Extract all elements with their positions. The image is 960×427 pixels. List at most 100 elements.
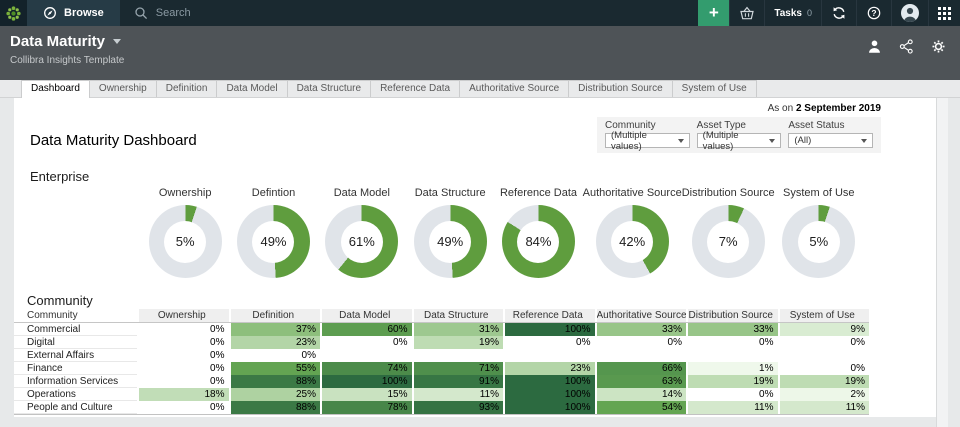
cell-operations-data-model[interactable]: 15%: [322, 388, 412, 401]
donut-chart-reference-data[interactable]: 84%: [501, 205, 575, 278]
row-label-external-affairs[interactable]: External Affairs: [14, 349, 137, 362]
tab-distribution-source[interactable]: Distribution Source: [568, 80, 673, 97]
cell-finance-distribution-source[interactable]: 1%: [688, 362, 778, 375]
activities-button[interactable]: [821, 0, 856, 26]
column-header-data-model[interactable]: Data Model: [322, 309, 412, 322]
column-header-distribution-source[interactable]: Distribution Source: [688, 309, 778, 322]
cell-commercial-reference-data[interactable]: 100%: [505, 323, 595, 336]
vertical-scrollbar[interactable]: [936, 98, 948, 427]
column-header-ownership[interactable]: Ownership: [139, 309, 229, 322]
cell-information-services-definition[interactable]: 88%: [230, 375, 320, 388]
cell-digital-system-of-use[interactable]: 0%: [779, 336, 869, 349]
donut-chart-data-model[interactable]: 61%: [325, 205, 399, 278]
column-header-authoritative-source[interactable]: Authoritative Source: [596, 309, 686, 322]
tab-ownership[interactable]: Ownership: [88, 80, 157, 97]
cell-external-affairs-reference-data[interactable]: [505, 349, 595, 362]
row-label-operations[interactable]: Operations: [14, 388, 137, 401]
cell-operations-distribution-source[interactable]: 0%: [688, 388, 778, 401]
tab-dashboard[interactable]: Dashboard: [21, 80, 90, 98]
cell-commercial-definition[interactable]: 37%: [230, 323, 320, 336]
column-header-definition[interactable]: Definition: [230, 309, 320, 322]
browse-button[interactable]: Browse: [27, 0, 120, 26]
tab-authoritative-source[interactable]: Authoritative Source: [459, 80, 570, 97]
column-header-system-of-use[interactable]: System of Use: [779, 309, 869, 322]
row-label-people-and-culture[interactable]: People and Culture: [14, 401, 137, 414]
cell-external-affairs-definition[interactable]: 0%: [230, 349, 320, 362]
cell-commercial-data-structure[interactable]: 31%: [413, 323, 503, 336]
row-label-digital[interactable]: Digital: [14, 336, 137, 349]
cell-people-and-culture-authoritative-source[interactable]: 54%: [596, 401, 686, 414]
donut-chart-ownership[interactable]: 5%: [148, 205, 222, 278]
cell-commercial-authoritative-source[interactable]: 33%: [596, 323, 686, 336]
cell-finance-system-of-use[interactable]: 0%: [779, 362, 869, 375]
cell-finance-definition[interactable]: 55%: [230, 362, 320, 375]
filter-select-asset-type[interactable]: (Multiple values): [696, 130, 782, 152]
cell-external-affairs-data-model[interactable]: [322, 349, 412, 362]
cell-commercial-system-of-use[interactable]: 9%: [779, 323, 869, 336]
collibra-logo[interactable]: [0, 0, 27, 26]
cell-commercial-distribution-source[interactable]: 33%: [688, 323, 778, 336]
basket-button[interactable]: [729, 0, 764, 26]
tab-reference-data[interactable]: Reference Data: [370, 80, 461, 97]
cell-people-and-culture-distribution-source[interactable]: 11%: [688, 401, 778, 414]
cell-digital-authoritative-source[interactable]: 0%: [596, 336, 686, 349]
cell-external-affairs-ownership[interactable]: 0%: [139, 349, 229, 362]
cell-digital-distribution-source[interactable]: 0%: [688, 336, 778, 349]
cell-finance-ownership[interactable]: 0%: [139, 362, 229, 375]
row-label-commercial[interactable]: Commercial: [14, 323, 137, 336]
cell-information-services-system-of-use[interactable]: 19%: [779, 375, 869, 388]
cell-people-and-culture-ownership[interactable]: 0%: [139, 401, 229, 414]
add-button[interactable]: +: [698, 0, 730, 26]
tab-data-model[interactable]: Data Model: [216, 80, 288, 97]
cell-operations-system-of-use[interactable]: 2%: [779, 388, 869, 401]
cell-digital-definition[interactable]: 23%: [230, 336, 320, 349]
share-button[interactable]: [899, 39, 914, 54]
cell-digital-data-model[interactable]: 0%: [322, 336, 412, 349]
cell-external-affairs-data-structure[interactable]: [414, 349, 504, 362]
apps-button[interactable]: [928, 0, 960, 26]
tab-system-of-use[interactable]: System of Use: [671, 80, 757, 97]
filter-select-community[interactable]: (Multiple values): [605, 130, 690, 152]
donut-chart-system-of-use[interactable]: 5%: [782, 205, 856, 278]
row-label-information-services[interactable]: Information Services: [14, 375, 137, 388]
filter-select-asset-status[interactable]: (All): [788, 133, 874, 148]
cell-external-affairs-system-of-use[interactable]: [780, 349, 870, 362]
user-menu-button[interactable]: [891, 0, 928, 26]
cell-finance-reference-data[interactable]: 23%: [505, 362, 595, 375]
cell-operations-authoritative-source[interactable]: 14%: [596, 388, 686, 401]
row-label-finance[interactable]: Finance: [14, 362, 137, 375]
donut-chart-authoritative-source[interactable]: 42%: [595, 205, 669, 278]
cell-external-affairs-authoritative-source[interactable]: [597, 349, 687, 362]
donut-chart-distribution-source[interactable]: 7%: [691, 205, 765, 278]
cell-people-and-culture-data-structure[interactable]: 93%: [413, 401, 503, 414]
help-button[interactable]: ?: [856, 0, 891, 26]
cell-commercial-data-model[interactable]: 60%: [322, 323, 412, 336]
cell-finance-data-structure[interactable]: 71%: [413, 362, 503, 375]
donut-chart-data-structure[interactable]: 49%: [413, 205, 487, 278]
cell-digital-reference-data[interactable]: 0%: [505, 336, 595, 349]
column-header-reference-data[interactable]: Reference Data: [505, 309, 595, 322]
cell-operations-data-structure[interactable]: 11%: [413, 388, 503, 401]
dashboard-title-menu[interactable]: Data Maturity: [10, 33, 122, 50]
cell-digital-ownership[interactable]: 0%: [139, 336, 229, 349]
cell-operations-definition[interactable]: 25%: [230, 388, 320, 401]
donut-chart-defintion[interactable]: 49%: [236, 205, 310, 278]
cell-operations-reference-data[interactable]: 100%: [505, 388, 595, 401]
cell-people-and-culture-reference-data[interactable]: 100%: [505, 401, 595, 414]
cell-commercial-ownership[interactable]: 0%: [139, 323, 229, 336]
cell-information-services-data-structure[interactable]: 91%: [413, 375, 503, 388]
column-header-community[interactable]: Community: [27, 310, 78, 321]
cell-people-and-culture-data-model[interactable]: 78%: [322, 401, 412, 414]
owner-button[interactable]: [867, 39, 882, 54]
cell-people-and-culture-system-of-use[interactable]: 11%: [779, 401, 869, 414]
cell-information-services-authoritative-source[interactable]: 63%: [596, 375, 686, 388]
cell-external-affairs-distribution-source[interactable]: [688, 349, 778, 362]
tab-data-structure[interactable]: Data Structure: [286, 80, 372, 97]
search-input[interactable]: Search: [120, 0, 699, 26]
cell-people-and-culture-definition[interactable]: 88%: [230, 401, 320, 414]
column-header-data-structure[interactable]: Data Structure: [413, 309, 503, 322]
settings-button[interactable]: [931, 39, 946, 54]
tasks-button[interactable]: Tasks 0: [764, 0, 821, 26]
cell-finance-authoritative-source[interactable]: 66%: [596, 362, 686, 375]
cell-operations-ownership[interactable]: 18%: [139, 388, 229, 401]
